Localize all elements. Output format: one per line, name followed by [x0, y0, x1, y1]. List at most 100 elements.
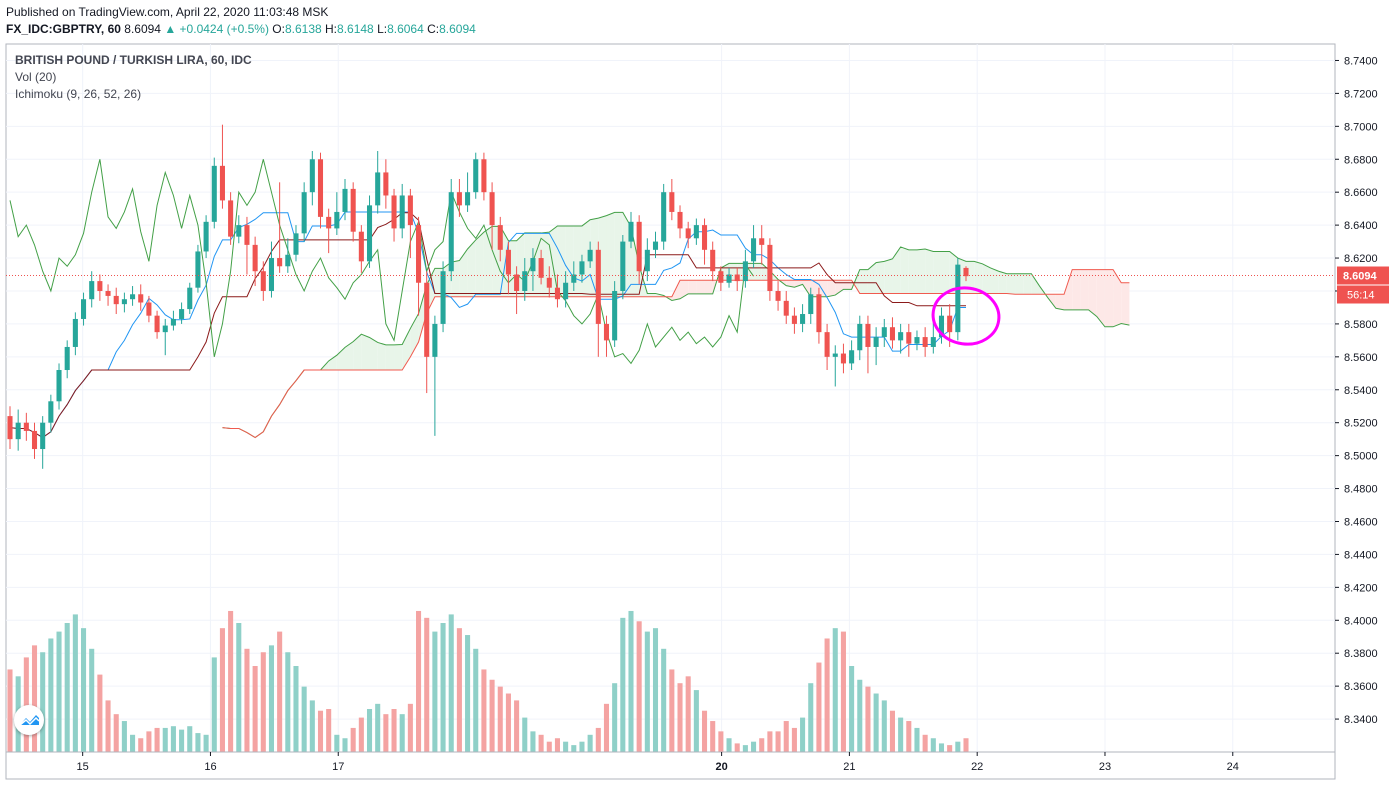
candle-body [7, 416, 13, 440]
cloud-segment [867, 262, 877, 294]
volume-bar [661, 648, 667, 752]
candle-body [857, 323, 863, 351]
cloud-segment [680, 280, 689, 299]
candle-body [473, 159, 479, 193]
y-tick-label: 8.3400 [1344, 714, 1378, 726]
cloud-segment [369, 337, 378, 371]
candle-body [244, 225, 250, 245]
volume-bar [816, 662, 822, 752]
volume-bar [718, 731, 724, 752]
legend-volume[interactable]: Vol (20) [15, 70, 57, 84]
candle-body [416, 225, 422, 283]
candle-body [97, 281, 103, 291]
candle-body [791, 315, 797, 324]
volume-bar [898, 717, 904, 752]
price-axis[interactable]: 8.7400 8.7200 8.7000 8.6800 8.6600 8.6400 8.62… [1335, 55, 1378, 726]
volume-bar [849, 666, 855, 752]
symbol-label[interactable]: FX_IDC:GBPTRY, 60 [6, 22, 121, 36]
tradingview-logo[interactable] [14, 705, 44, 735]
cloud-segment [696, 280, 705, 294]
volume-bar [219, 628, 225, 752]
time-axis[interactable]: 15 16 17 20 21 22 23 24 [6, 751, 1335, 773]
y-tick-label: 8.4800 [1344, 484, 1378, 496]
cloud-segment [1006, 273, 1016, 295]
volume-bar [677, 683, 683, 752]
candle-body [326, 216, 332, 229]
volume-bar [685, 676, 691, 752]
x-tick-label: 15 [77, 761, 89, 773]
volume-bar [130, 734, 136, 752]
volume-bar [309, 700, 315, 752]
volume-bar [710, 721, 716, 752]
volume-bar [914, 727, 920, 752]
candle-body [808, 294, 814, 315]
cloud-segment [394, 344, 403, 371]
volume-bar [113, 714, 119, 752]
volume-bar [546, 741, 552, 752]
candle-body [595, 249, 601, 324]
volume-bar [628, 610, 634, 752]
candle-body [538, 258, 544, 278]
volume-bar [391, 709, 397, 752]
candle-body [81, 299, 87, 319]
legend-ichimoku[interactable]: Ichimoku (9, 26, 52, 26) [15, 87, 142, 101]
candle-body [832, 353, 838, 357]
candle-body [440, 271, 446, 324]
cloud-segment [827, 280, 836, 297]
volume-bar [497, 686, 503, 752]
cloud-segment [336, 347, 346, 371]
candle-body [734, 274, 740, 282]
y-tick-label: 8.3800 [1344, 648, 1378, 660]
tradingview-logo-icon [19, 715, 40, 726]
volume-bar [366, 709, 373, 752]
volume-bar [652, 628, 659, 752]
candle-body [407, 195, 413, 226]
volume-bar [456, 628, 462, 752]
candle-body [301, 192, 307, 234]
candle-body [130, 294, 136, 300]
price-tag-label: 8.6094 [1343, 270, 1378, 282]
y-tick-label: 8.5800 [1344, 319, 1378, 331]
y-tick-label: 8.5400 [1344, 385, 1378, 397]
x-tick-label: 20 [715, 761, 727, 773]
volume-bar [644, 631, 650, 752]
candle-body [947, 315, 953, 333]
candle-body [693, 225, 699, 239]
candle-body [40, 422, 46, 450]
candle-body [48, 401, 54, 423]
volume-bar [881, 700, 887, 752]
cloud-segment [606, 212, 615, 297]
volume-bar [889, 710, 895, 752]
legend-title[interactable]: BRITISH POUND / TURKISH LIRA, 60, IDC [15, 53, 252, 67]
y-tick-label: 8.5200 [1344, 418, 1378, 430]
candle-body [399, 195, 405, 229]
y-tick-label: 8.7200 [1344, 88, 1378, 100]
candle-body [456, 192, 462, 206]
volume-bar [791, 727, 797, 752]
candle-body [930, 337, 936, 347]
cloud-segment [1055, 294, 1065, 310]
cloud-segment [786, 280, 795, 288]
x-tick-label: 23 [1099, 761, 1111, 773]
volume-bar [767, 731, 773, 752]
volume-bar [211, 657, 217, 752]
volume-bar [963, 738, 969, 752]
close-label: C: [427, 22, 440, 36]
volume-bar [832, 628, 838, 752]
candle-body [898, 332, 904, 341]
cloud-segment [647, 293, 656, 297]
candle-body [497, 225, 503, 250]
cloud-segment [532, 232, 542, 297]
volume-bar [465, 635, 471, 752]
volume-bar [726, 738, 732, 752]
cloud-segment [1064, 269, 1073, 310]
volume-bar [228, 610, 234, 752]
y-tick-label: 8.6600 [1344, 187, 1378, 199]
candle-body [309, 159, 315, 193]
cloud-segment [704, 280, 713, 294]
volume-bar [857, 679, 863, 752]
volume-bar [530, 731, 536, 752]
candle-body [718, 271, 724, 283]
candle-body [742, 261, 748, 282]
